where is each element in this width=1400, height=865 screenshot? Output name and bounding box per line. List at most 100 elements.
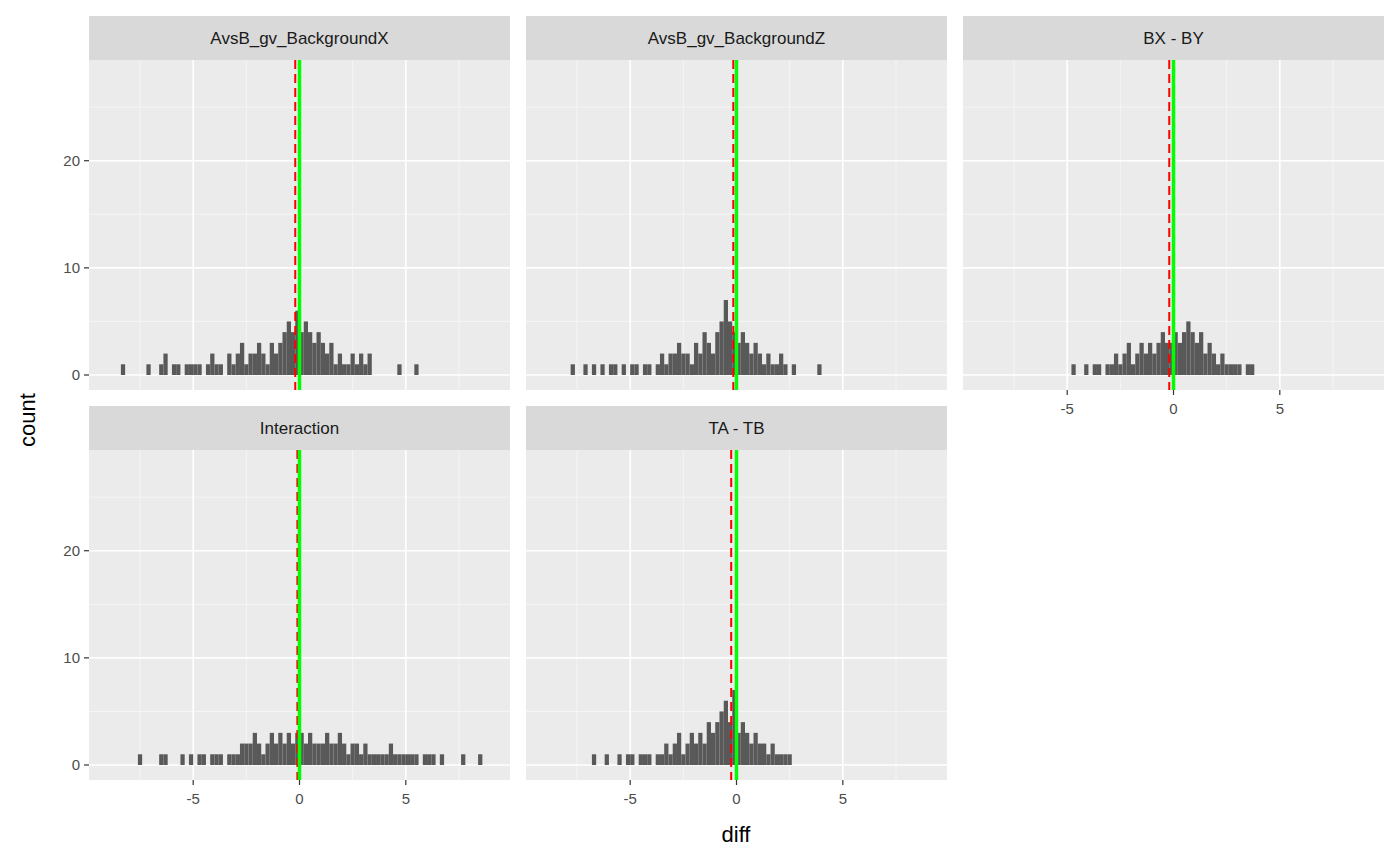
histogram-bar xyxy=(639,375,643,376)
histogram-bar xyxy=(596,765,600,766)
histogram-bar xyxy=(745,343,749,375)
histogram-bar xyxy=(575,375,579,376)
histogram-bar xyxy=(274,744,278,765)
histogram-bar xyxy=(236,754,240,765)
histogram-bar xyxy=(402,375,406,376)
histogram-bar xyxy=(728,321,732,375)
histogram-bar xyxy=(677,733,681,765)
histogram-bar xyxy=(779,354,783,375)
histogram-bar xyxy=(291,744,295,765)
histogram-bar xyxy=(600,765,604,766)
histogram-bar xyxy=(197,364,201,375)
histogram-bar xyxy=(762,744,766,765)
panel: BX - BY-505 xyxy=(963,16,1384,417)
histogram-bar xyxy=(651,765,655,766)
histogram-bar xyxy=(1148,343,1152,375)
histogram-bar xyxy=(210,754,214,765)
histogram-bar xyxy=(193,364,197,375)
grid-line xyxy=(405,450,407,780)
histogram-bar xyxy=(223,765,227,766)
minor-grid xyxy=(895,450,896,780)
minor-grid xyxy=(683,60,684,390)
tick-mark xyxy=(84,160,89,161)
minor-grid xyxy=(789,60,790,390)
histogram-bar xyxy=(1105,364,1109,375)
histogram-bar xyxy=(325,354,329,375)
histogram-bar xyxy=(334,364,338,375)
grid-line xyxy=(1279,60,1281,390)
histogram-bar xyxy=(155,375,159,376)
histogram-bar xyxy=(788,754,792,765)
histogram-bar xyxy=(685,354,689,375)
histogram-bar xyxy=(1225,364,1229,375)
tick-label: 10 xyxy=(63,649,80,666)
grid-line xyxy=(736,450,738,780)
histogram-bar xyxy=(758,744,762,765)
axis-title: diff xyxy=(722,822,752,847)
tick-label: 0 xyxy=(295,790,303,807)
grid-line xyxy=(629,60,631,390)
histogram-bar xyxy=(1237,364,1241,375)
histogram-bar xyxy=(427,754,431,765)
histogram-bar xyxy=(180,375,184,376)
histogram-bar xyxy=(626,375,630,376)
histogram-bar xyxy=(151,765,155,766)
histogram-bar xyxy=(643,364,647,375)
histogram-bar xyxy=(771,364,775,375)
histogram-bar xyxy=(176,765,180,766)
data-layer xyxy=(592,450,792,780)
histogram-bar xyxy=(355,364,359,375)
histogram-bar xyxy=(308,332,312,375)
histogram-bar xyxy=(745,733,749,765)
histogram-bar xyxy=(376,754,380,765)
histogram-bar xyxy=(613,765,617,766)
tick-mark xyxy=(1173,390,1174,395)
strip-label: BX - BY xyxy=(1143,29,1203,48)
histogram-bar xyxy=(236,354,240,375)
histogram-bar xyxy=(690,364,694,375)
histogram-bar xyxy=(414,754,418,765)
histogram-bar xyxy=(287,321,291,375)
minor-grid xyxy=(352,60,353,390)
histogram-bar xyxy=(248,744,252,765)
histogram-bar xyxy=(351,354,355,375)
histogram-bar xyxy=(372,375,376,376)
histogram-bar xyxy=(474,765,478,766)
minor-grid xyxy=(683,450,684,780)
data-layer xyxy=(1071,60,1254,390)
histogram-bar xyxy=(470,765,474,766)
histogram-bar xyxy=(1097,364,1101,375)
histogram-bar xyxy=(159,364,163,375)
histogram-bar xyxy=(702,744,706,765)
histogram-bar xyxy=(219,364,223,375)
tick-label: 0 xyxy=(732,790,740,807)
histogram-bar xyxy=(172,364,176,375)
histogram-bar xyxy=(321,744,325,765)
histogram-bar xyxy=(724,701,728,765)
histogram-bar xyxy=(660,754,664,765)
histogram-bar xyxy=(206,765,210,766)
histogram-bar xyxy=(664,744,668,765)
histogram-bar xyxy=(1186,321,1190,375)
histogram-bar xyxy=(630,364,634,375)
tick-mark xyxy=(1279,390,1280,395)
histogram-bar xyxy=(393,375,397,376)
histogram-bar xyxy=(419,765,423,766)
histogram-bar xyxy=(189,364,193,375)
strip xyxy=(89,406,510,450)
minor-grid xyxy=(458,450,459,780)
histogram-bar xyxy=(461,754,465,765)
histogram-bar xyxy=(312,343,316,375)
histogram-bar xyxy=(579,375,583,376)
histogram-bar xyxy=(385,754,389,765)
tick-mark xyxy=(736,780,737,785)
histogram-bar xyxy=(1191,332,1195,375)
grid-line xyxy=(299,60,301,390)
reference-line xyxy=(298,450,302,780)
histogram-bar xyxy=(197,754,201,765)
minor-grid xyxy=(895,60,896,390)
histogram-bar xyxy=(707,343,711,375)
histogram-bar xyxy=(278,343,282,375)
histogram-bar xyxy=(702,332,706,375)
histogram-bar xyxy=(749,744,753,765)
